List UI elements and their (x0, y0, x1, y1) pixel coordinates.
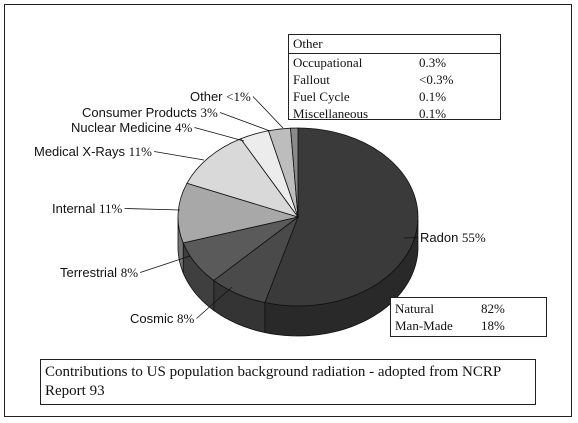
other-row-value: 0.1% (419, 89, 447, 104)
other-row-name: Fuel Cycle (293, 89, 350, 104)
chart-title: Contributions to US population backgroun… (40, 359, 536, 405)
other-row-name: Occupational (293, 55, 363, 70)
leader-line-consumer-products (219, 112, 271, 132)
other-table-row: Miscellaneous 0.1% (289, 105, 500, 122)
leader-line-cosmic (196, 286, 233, 319)
pie-slice-radon (264, 127, 419, 307)
leader-line-terrestrial (140, 255, 191, 273)
summary-row-value: 82% (481, 301, 505, 316)
leader-line-radon (403, 237, 419, 239)
leader-line-internal (124, 208, 181, 211)
summary-row-name: Natural (395, 301, 434, 316)
summary-row-value: 18% (481, 318, 505, 333)
other-row-name: Fallout (293, 72, 330, 87)
slice-label-consumer-products: Consumer Products 3% (82, 105, 218, 120)
summary-row: Man-Made 18% (395, 317, 542, 334)
other-row-value: 0.1% (419, 106, 447, 121)
other-table-title: Other (289, 35, 500, 54)
other-breakdown-table: Other Occupational 0.3% Fallout <0.3% Fu… (288, 34, 501, 122)
summary-row-name: Man-Made (395, 318, 453, 333)
pie-slice-other (290, 127, 299, 218)
slice-label-other: Other <1% (190, 89, 251, 104)
slice-label-internal: Internal 11% (52, 201, 123, 216)
slice-label-medical-x-rays: Medical X-Rays 11% (34, 144, 152, 159)
slice-label-nuclear-medicine: Nuclear Medicine 4% (71, 120, 193, 135)
leader-line-medical-x-rays (154, 151, 205, 161)
slice-label-radon: Radon 55% (420, 230, 486, 245)
natural-manmade-table: Natural 82% Man-Made 18% (390, 297, 547, 337)
slice-label-terrestrial: Terrestrial 8% (60, 265, 138, 280)
other-row-name: Miscellaneous (293, 106, 369, 121)
other-table-row: Fuel Cycle 0.1% (289, 88, 500, 105)
pie-slice-internal (177, 182, 300, 244)
leader-line-other (252, 96, 284, 129)
leader-line-nuclear-medicine (194, 127, 245, 142)
slice-label-cosmic: Cosmic 8% (130, 311, 194, 326)
other-table-row: Occupational 0.3% (289, 54, 500, 71)
summary-row: Natural 82% (395, 300, 542, 317)
other-row-value: <0.3% (419, 72, 454, 87)
other-table-row: Fallout <0.3% (289, 71, 500, 88)
other-row-value: 0.3% (419, 55, 447, 70)
